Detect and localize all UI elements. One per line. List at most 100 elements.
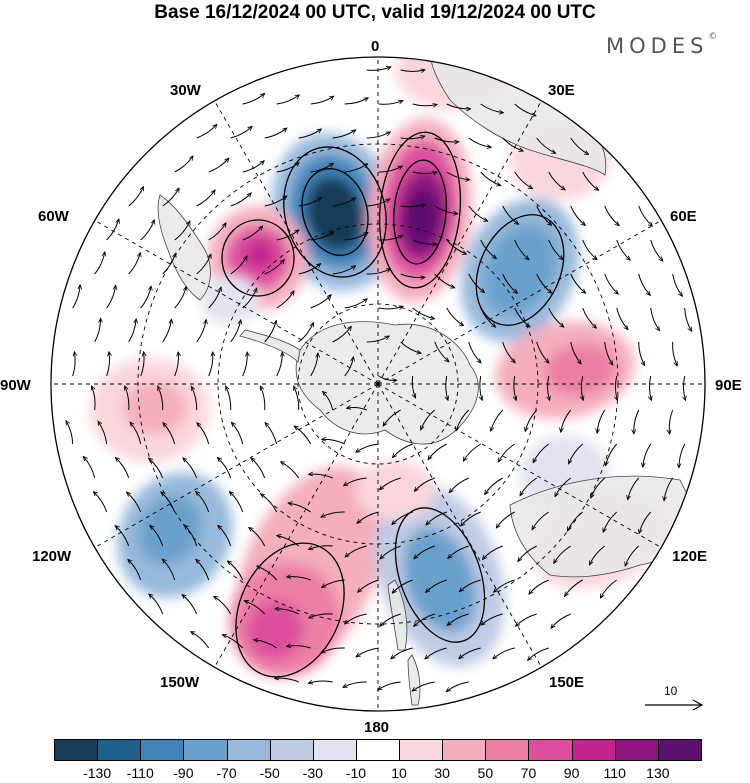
wind-vector bbox=[480, 103, 503, 113]
colorbar-tick-label: 10 bbox=[391, 765, 407, 781]
wind-vector bbox=[480, 375, 482, 400]
wind-vector bbox=[412, 375, 415, 398]
wind-vector bbox=[183, 458, 198, 479]
wind-vector bbox=[149, 594, 164, 615]
colorbar-segment bbox=[442, 739, 487, 761]
wind-vector bbox=[242, 352, 248, 377]
wind-vector bbox=[514, 239, 529, 260]
wind-vector bbox=[628, 477, 640, 499]
brand-mark: © bbox=[708, 32, 718, 42]
wind-vector bbox=[264, 321, 277, 343]
wind-vector bbox=[323, 392, 334, 411]
wind-vector bbox=[287, 577, 311, 581]
wind-vector bbox=[494, 579, 515, 592]
wind-vector bbox=[344, 477, 367, 486]
wind-vector bbox=[208, 352, 213, 377]
wind-vector bbox=[514, 103, 536, 116]
colorbar-segment bbox=[614, 739, 659, 761]
lon-label-30e: 30E bbox=[548, 82, 575, 99]
colorbar-segment bbox=[269, 739, 314, 761]
colorbar-segment bbox=[657, 739, 702, 761]
colorbar-tick-label: -50 bbox=[259, 765, 280, 781]
wind-vector bbox=[601, 579, 617, 598]
lon-label-150w: 150W bbox=[160, 674, 200, 691]
wind-vector bbox=[529, 579, 549, 594]
wind-vector bbox=[400, 341, 421, 353]
wind-vector bbox=[480, 239, 496, 258]
wind-vector bbox=[570, 205, 585, 225]
wind-vector bbox=[649, 375, 651, 400]
wind-vector bbox=[528, 647, 549, 660]
wind-vector bbox=[163, 559, 176, 581]
colorbar-segment bbox=[571, 739, 616, 761]
wind-vector bbox=[185, 525, 198, 547]
wind-vector bbox=[400, 70, 425, 72]
wind-vector bbox=[400, 204, 425, 206]
wind-vector bbox=[125, 386, 130, 411]
wind-vector bbox=[446, 103, 471, 109]
wind-vector bbox=[428, 443, 447, 459]
wind-vector bbox=[254, 640, 277, 649]
colorbar-segment bbox=[399, 739, 444, 761]
wind-vector bbox=[332, 198, 356, 207]
colorbar-tick-label: -70 bbox=[216, 765, 237, 781]
wind-vector bbox=[116, 458, 130, 479]
contour-line bbox=[393, 159, 447, 265]
wind-vector bbox=[561, 409, 572, 432]
wind-vector bbox=[344, 357, 354, 377]
wind-vector bbox=[502, 341, 515, 363]
map-border bbox=[50, 56, 706, 712]
wind-vector bbox=[140, 220, 155, 241]
wind-vector bbox=[591, 477, 606, 498]
wind-vector bbox=[412, 239, 437, 244]
wind-vector bbox=[106, 352, 110, 377]
wind-vector bbox=[345, 613, 367, 624]
wind-vector bbox=[412, 172, 437, 174]
wind-vector bbox=[425, 647, 447, 659]
wind-vector bbox=[516, 613, 537, 626]
wind-vector bbox=[84, 457, 96, 479]
reference-vector-arrow bbox=[645, 699, 704, 711]
wind-vector bbox=[344, 98, 368, 105]
wind-vector bbox=[606, 443, 618, 465]
colorbar-tick-label: 50 bbox=[477, 765, 494, 781]
wind-vector bbox=[128, 319, 136, 343]
wind-vector bbox=[356, 647, 379, 657]
wind-vector bbox=[230, 256, 247, 275]
meridian-line bbox=[377, 220, 662, 385]
wind-vector bbox=[174, 352, 179, 377]
wind-vector bbox=[276, 163, 299, 173]
wind-vector bbox=[421, 409, 436, 430]
lon-label-90w: 90W bbox=[0, 377, 31, 394]
wind-vector bbox=[309, 681, 333, 683]
wind-vector bbox=[321, 511, 345, 517]
wind-vector bbox=[366, 67, 391, 71]
wind-vector bbox=[536, 341, 549, 363]
wind-vector bbox=[196, 255, 211, 275]
wind-vector bbox=[174, 287, 186, 309]
wind-vector bbox=[434, 137, 459, 142]
colorbar-segment bbox=[312, 739, 357, 761]
wind-vector bbox=[533, 443, 549, 462]
wind-vector bbox=[191, 387, 198, 411]
wind-vector bbox=[650, 307, 660, 330]
wind-vector bbox=[249, 528, 266, 547]
wind-vector bbox=[150, 526, 164, 547]
wind-vector bbox=[149, 458, 164, 479]
wind-vector bbox=[380, 545, 401, 559]
wind-vector bbox=[459, 647, 481, 658]
wind-vector bbox=[468, 341, 481, 363]
wind-vector bbox=[366, 199, 390, 207]
wind-vector bbox=[128, 253, 141, 275]
wind-vector bbox=[520, 477, 537, 495]
wind-vector bbox=[499, 443, 515, 462]
wind-vector bbox=[196, 190, 215, 207]
wind-vector bbox=[356, 443, 379, 452]
wind-vector bbox=[196, 125, 217, 139]
colorbar-segment bbox=[355, 739, 401, 761]
wind-vector bbox=[344, 299, 367, 309]
lon-label-60w: 60W bbox=[38, 208, 69, 225]
wind-vector bbox=[448, 613, 469, 625]
wind-vector bbox=[669, 409, 674, 434]
